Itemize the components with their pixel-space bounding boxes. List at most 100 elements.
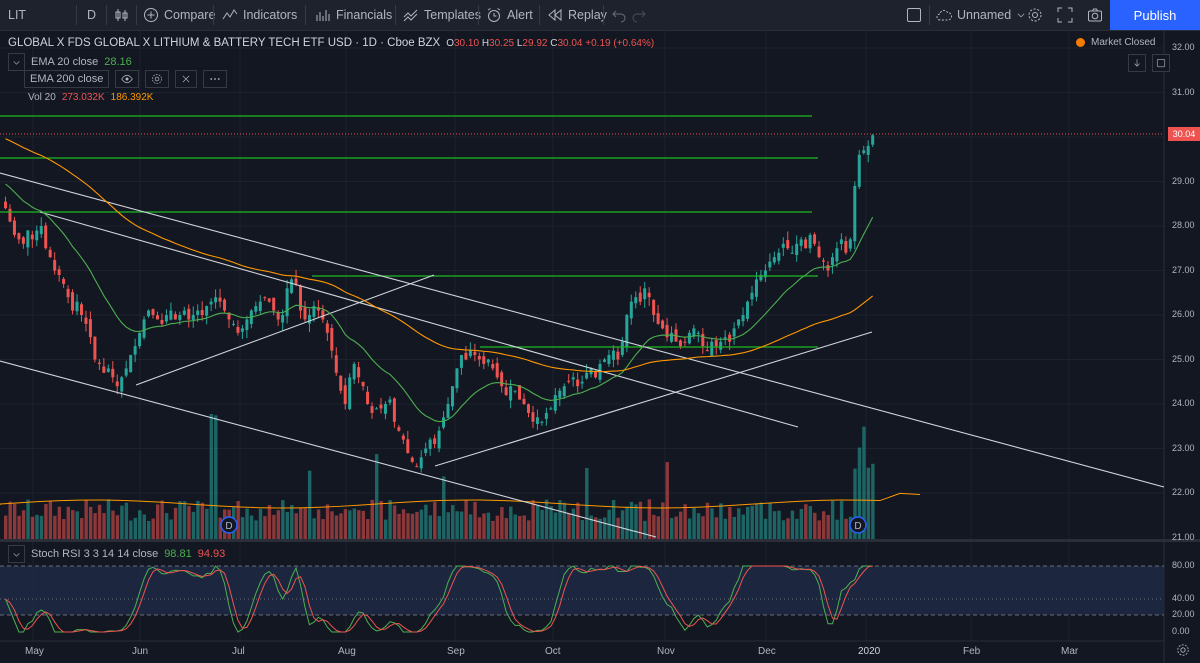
candle-body [410, 457, 414, 462]
candle-body [719, 341, 723, 350]
candle-body [477, 356, 481, 360]
undo-button[interactable] [611, 0, 627, 30]
volume-bar [401, 509, 406, 539]
collapse-legend-button[interactable] [8, 53, 25, 71]
alert-button[interactable]: Alert [486, 0, 533, 30]
arrow-down-icon [1134, 59, 1140, 67]
ema200-box[interactable]: EMA 200 close [24, 70, 110, 88]
candle-body [26, 230, 30, 248]
time-tick-label: Aug [338, 646, 356, 657]
snapshot-button[interactable] [1087, 0, 1103, 30]
volume-bar [451, 505, 455, 539]
trend-line[interactable] [0, 172, 1165, 488]
remove-indicator-button[interactable] [175, 70, 198, 88]
candle-body [218, 297, 222, 302]
candle-body [383, 404, 387, 414]
indicators-button[interactable]: Indicators [222, 0, 297, 30]
trend-line[interactable] [0, 360, 657, 538]
visibility-button[interactable] [115, 70, 140, 88]
candle-body [379, 404, 383, 409]
candle-body [272, 297, 276, 311]
symbol-search[interactable]: LIT [8, 0, 26, 30]
time-tick-label: May [25, 646, 44, 657]
candle-body [17, 233, 21, 240]
trend-line[interactable] [135, 274, 435, 386]
volume-bar [509, 506, 513, 539]
ema20-label[interactable]: EMA 20 close [31, 56, 99, 68]
volume-bar [35, 514, 39, 539]
dividend-marker[interactable]: D [220, 516, 238, 534]
high-label: H [481, 37, 490, 49]
templates-label: Templates [424, 8, 481, 22]
volume-bar [138, 510, 142, 539]
volume-bar [151, 518, 155, 539]
more-button[interactable] [203, 70, 228, 88]
trend-line[interactable] [39, 211, 799, 428]
volume-bar [129, 520, 133, 539]
candle-body [772, 257, 776, 263]
dividend-marker[interactable]: D [849, 516, 867, 534]
candle-body [607, 355, 611, 365]
candle-body [57, 269, 61, 275]
volume-bar [473, 501, 477, 539]
candle-body [231, 323, 235, 325]
candle-body [777, 252, 781, 261]
volume-bar [419, 509, 424, 539]
axis-settings-button[interactable] [1176, 643, 1190, 660]
layout-name-button[interactable]: Unnamed [936, 0, 1026, 30]
market-status-label: Market Closed [1091, 37, 1156, 48]
templates-button[interactable]: Templates [403, 0, 481, 30]
volume-bar [218, 517, 222, 539]
volume-bar [562, 502, 567, 539]
publish-button[interactable]: Publish [1110, 0, 1200, 30]
pane-separator[interactable] [0, 539, 1200, 542]
maximize-pane-button[interactable] [1152, 54, 1170, 72]
redo-button[interactable] [631, 0, 647, 30]
volume-bar [670, 518, 674, 539]
volume-bar [299, 507, 303, 539]
candle-body [361, 381, 365, 387]
volume-bar [786, 518, 790, 539]
compare-button[interactable]: Compare [143, 0, 215, 30]
indicator-settings-button[interactable] [145, 70, 170, 88]
volume-bar [835, 519, 839, 539]
chart-type-button[interactable] [114, 0, 130, 30]
volume-bar [737, 508, 741, 539]
volume-bar [379, 500, 383, 539]
ema20-line[interactable] [5, 183, 874, 423]
candle-body [214, 297, 218, 303]
trend-line[interactable] [434, 331, 873, 467]
candle-body [830, 257, 834, 266]
volume-label[interactable]: Vol 20 [28, 92, 56, 103]
ema200-line[interactable] [5, 138, 874, 373]
volume-bar [781, 520, 786, 539]
candle-body [325, 323, 329, 333]
volume-bar [777, 510, 781, 539]
candle-body [549, 408, 553, 410]
financials-button[interactable]: Financials [315, 0, 392, 30]
candle-body [160, 319, 164, 324]
replay-button[interactable]: Replay [547, 0, 607, 30]
stoch-label[interactable]: Stoch RSI 3 3 14 14 close [31, 548, 159, 560]
candle-body [164, 315, 168, 322]
candle-body [129, 355, 133, 373]
ema200-legend: EMA 200 close [24, 70, 228, 88]
volume-bar [200, 502, 205, 539]
volume-bar [12, 503, 17, 539]
fullscreen-toggle[interactable] [906, 0, 922, 30]
stoch-d-line [5, 565, 873, 633]
candle-body [571, 377, 575, 380]
fullscreen-button[interactable] [1057, 0, 1073, 30]
alarm-clock-icon [487, 8, 501, 22]
trend-lines[interactable] [0, 115, 1165, 538]
candle-body [540, 421, 544, 423]
volume-bar [410, 513, 415, 539]
collapse-stoch-button[interactable] [8, 545, 25, 563]
volume-bar [772, 511, 777, 539]
volume-bar [844, 518, 848, 539]
settings-button[interactable] [1027, 0, 1043, 30]
interval-button[interactable]: D [87, 0, 96, 30]
chart-canvas[interactable]: D D [0, 31, 1200, 663]
move-down-button[interactable] [1128, 54, 1146, 72]
volume-bar [790, 510, 795, 539]
